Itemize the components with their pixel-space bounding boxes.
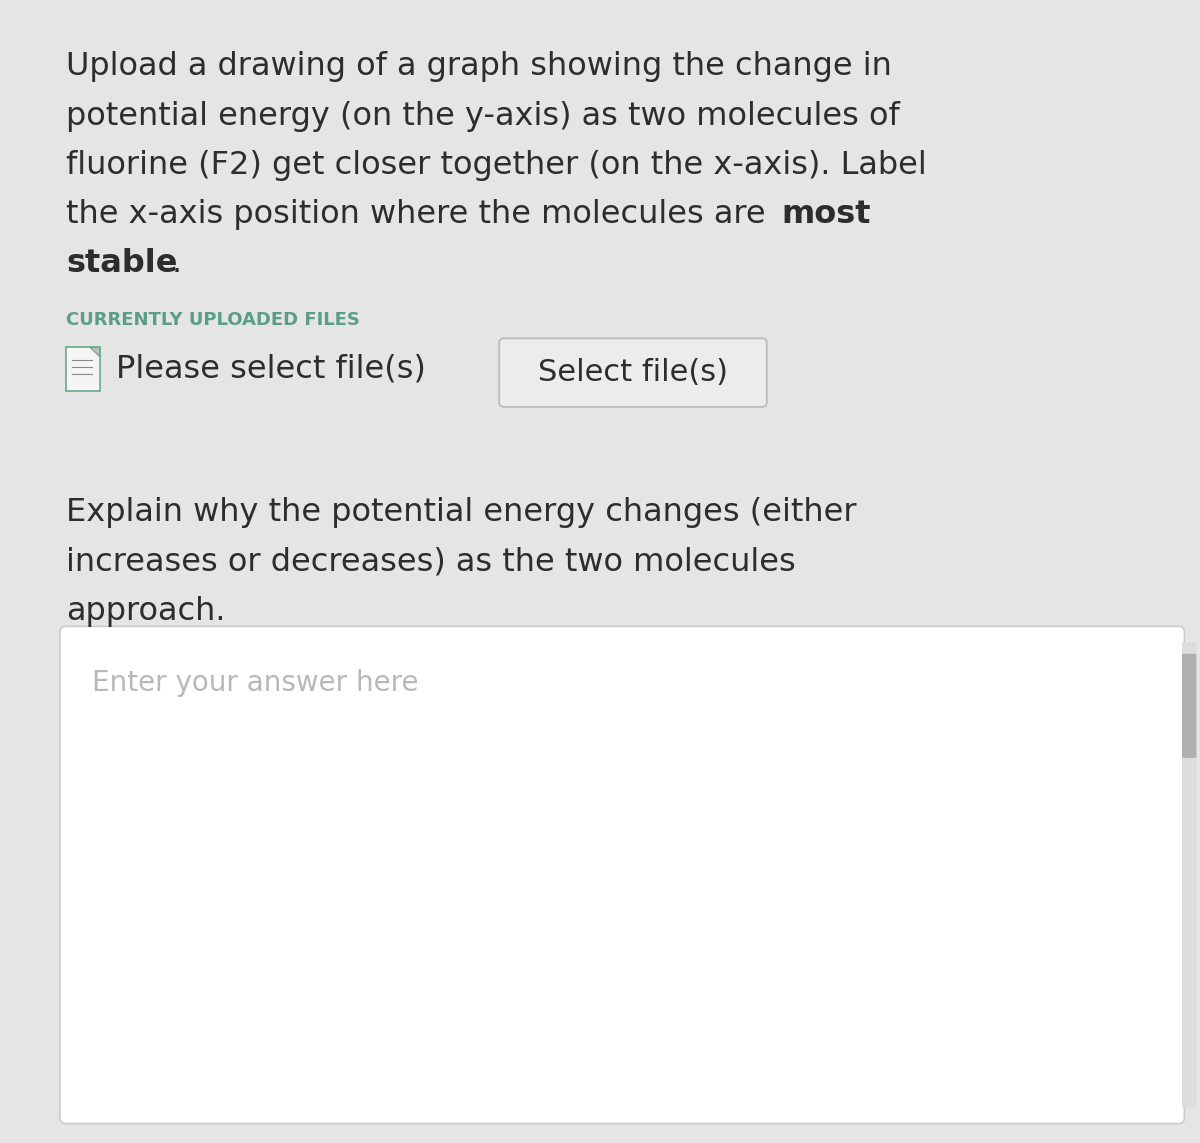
Text: Please select file(s): Please select file(s) bbox=[116, 353, 426, 385]
Text: Enter your answer here: Enter your answer here bbox=[92, 669, 419, 696]
Text: increases or decreases) as the two molecules: increases or decreases) as the two molec… bbox=[66, 546, 796, 577]
FancyBboxPatch shape bbox=[60, 626, 1184, 1124]
Text: Select file(s): Select file(s) bbox=[538, 358, 728, 387]
FancyBboxPatch shape bbox=[1182, 642, 1196, 1108]
Text: .: . bbox=[172, 248, 181, 279]
Text: fluorine (F2) get closer together (on the x-axis). Label: fluorine (F2) get closer together (on th… bbox=[66, 150, 926, 181]
Polygon shape bbox=[90, 347, 100, 357]
Text: potential energy (on the y-axis) as two molecules of: potential energy (on the y-axis) as two … bbox=[66, 101, 900, 131]
FancyBboxPatch shape bbox=[1182, 654, 1196, 758]
Text: most: most bbox=[781, 199, 871, 230]
Text: the x-axis position where the molecules are: the x-axis position where the molecules … bbox=[66, 199, 775, 230]
FancyBboxPatch shape bbox=[66, 347, 100, 391]
Text: approach.: approach. bbox=[66, 596, 226, 626]
Text: stable: stable bbox=[66, 248, 178, 279]
Text: Explain why the potential energy changes (either: Explain why the potential energy changes… bbox=[66, 497, 857, 528]
Text: CURRENTLY UPLOADED FILES: CURRENTLY UPLOADED FILES bbox=[66, 311, 360, 329]
Text: Upload a drawing of a graph showing the change in: Upload a drawing of a graph showing the … bbox=[66, 51, 892, 82]
FancyBboxPatch shape bbox=[499, 338, 767, 407]
